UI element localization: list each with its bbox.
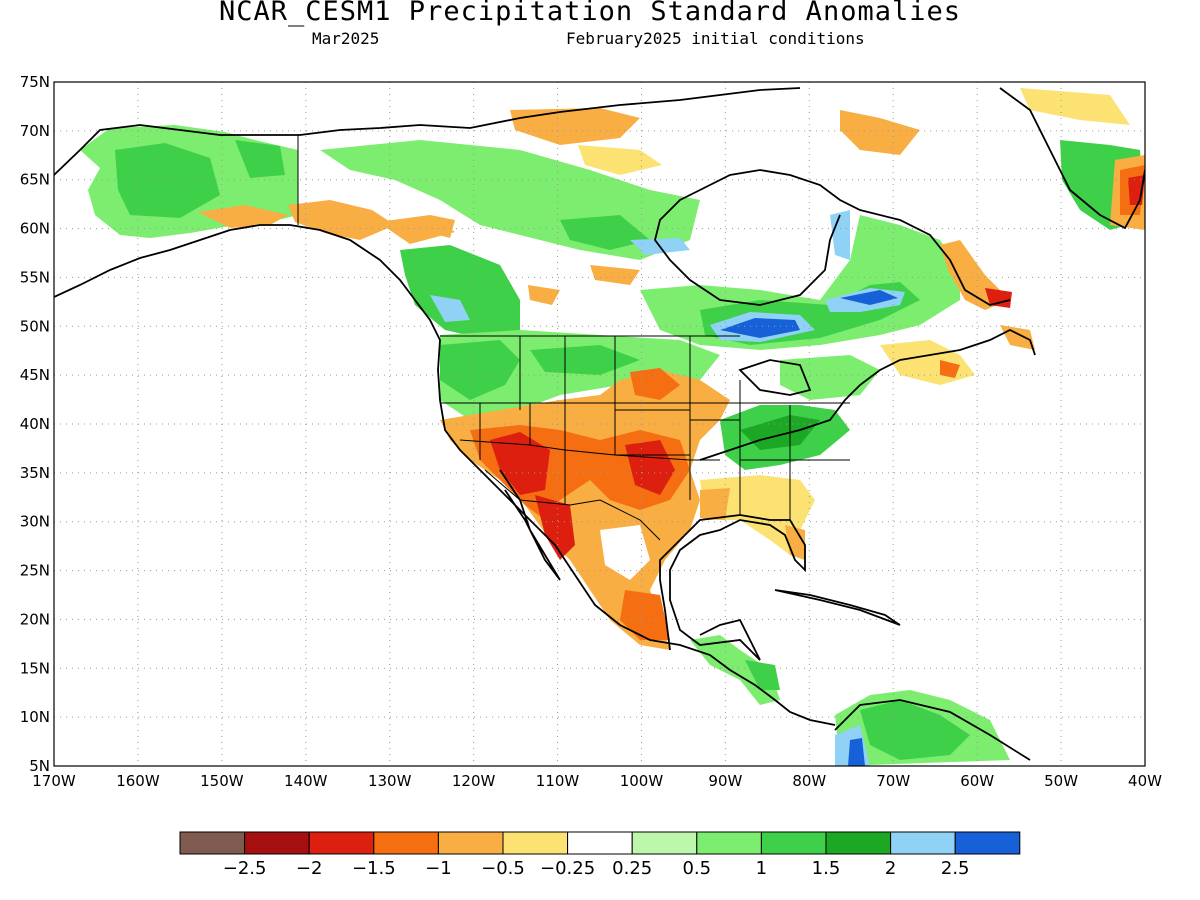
lat-tick-label: 35N: [20, 464, 50, 482]
colorbar-swatch: [567, 831, 633, 855]
lat-tick-label: 5N: [29, 757, 50, 775]
lat-tick-label: 60N: [20, 220, 50, 238]
colorbar-label: 0.25: [612, 858, 652, 879]
colorbar-label: −0.25: [540, 858, 595, 879]
colorbar-label: 0.5: [682, 858, 711, 879]
colorbar-swatch: [696, 831, 762, 855]
lat-tick-label: 15N: [20, 659, 50, 677]
colorbar-swatch: [437, 831, 504, 855]
colorbar-label: −2.5: [223, 858, 267, 879]
colorbar: −2.5 −2 −1.5 −1 −0.5 −0.25 0.25 0.5 1 1.5 2 2.5: [179, 831, 1021, 879]
lon-tick-label: 130W: [368, 772, 412, 790]
lat-tick-label: 65N: [20, 171, 50, 189]
lon-tick-label: 50W: [1044, 772, 1078, 790]
colorbar-swatch: [308, 831, 375, 855]
lat-tick-label: 25N: [20, 562, 50, 580]
colorbar-label: 2.5: [941, 858, 970, 879]
lat-tick-label: 20N: [20, 610, 50, 628]
lat-tick-label: 55N: [20, 268, 50, 286]
colorbar-label: 1.5: [812, 858, 841, 879]
colorbar-label: −0.5: [481, 858, 525, 879]
map-frame: [53, 81, 1146, 767]
lon-tick-label: 60W: [960, 772, 994, 790]
colorbar-swatch: [954, 831, 1021, 855]
lon-tick-label: 90W: [708, 772, 742, 790]
colorbar-label: 1: [756, 858, 767, 879]
lon-tick-label: 80W: [792, 772, 826, 790]
lat-tick-label: 50N: [20, 317, 50, 335]
lon-tick-label: 70W: [876, 772, 910, 790]
colorbar-swatch: [179, 831, 246, 855]
lon-tick-label: 170W: [32, 772, 76, 790]
lon-tick-label: 40W: [1128, 772, 1162, 790]
colorbar-swatch: [373, 831, 439, 855]
lon-tick-label: 160W: [116, 772, 160, 790]
latitude-labels: 5N 10N 15N 20N 25N 30N 35N 40N 45N 50N 55N 60N 65N 70…: [20, 73, 50, 775]
colorbar-label: 2: [885, 858, 896, 879]
anomaly-field: [54, 82, 1145, 766]
colorbar-swatch: [890, 831, 956, 855]
lon-tick-label: 100W: [620, 772, 664, 790]
colorbar-swatch: [631, 831, 698, 855]
lat-tick-label: 75N: [20, 73, 50, 91]
map-gridlines: [54, 82, 1145, 766]
lon-tick-label: 140W: [284, 772, 328, 790]
lon-tick-label: 120W: [452, 772, 496, 790]
colorbar-swatch: [244, 831, 310, 855]
colorbar-swatch: [502, 831, 569, 855]
colorbar-label: −1.5: [352, 858, 396, 879]
lat-tick-label: 45N: [20, 366, 50, 384]
longitude-labels: 170W 160W 150W 140W 130W 120W 110W 100W 90W 80W 70…: [32, 772, 1162, 790]
initial-conditions-label: February2025 initial conditions: [566, 29, 865, 48]
chart-title: NCAR_CESM1 Precipitation Standard Anomal…: [219, 0, 961, 27]
lon-tick-label: 110W: [536, 772, 580, 790]
colorbar-swatch: [825, 831, 892, 855]
forecast-month-label: Mar2025: [312, 29, 380, 48]
colorbar-swatch: [760, 831, 827, 855]
lat-tick-label: 10N: [20, 708, 50, 726]
colorbar-label: −2: [296, 858, 323, 879]
lat-tick-label: 40N: [20, 415, 50, 433]
lon-tick-label: 150W: [200, 772, 244, 790]
colorbar-label: −1: [425, 858, 452, 879]
lat-tick-label: 70N: [20, 122, 50, 140]
political-borders: [297, 135, 850, 541]
lat-tick-label: 30N: [20, 513, 50, 531]
coastlines: [54, 87, 1145, 761]
